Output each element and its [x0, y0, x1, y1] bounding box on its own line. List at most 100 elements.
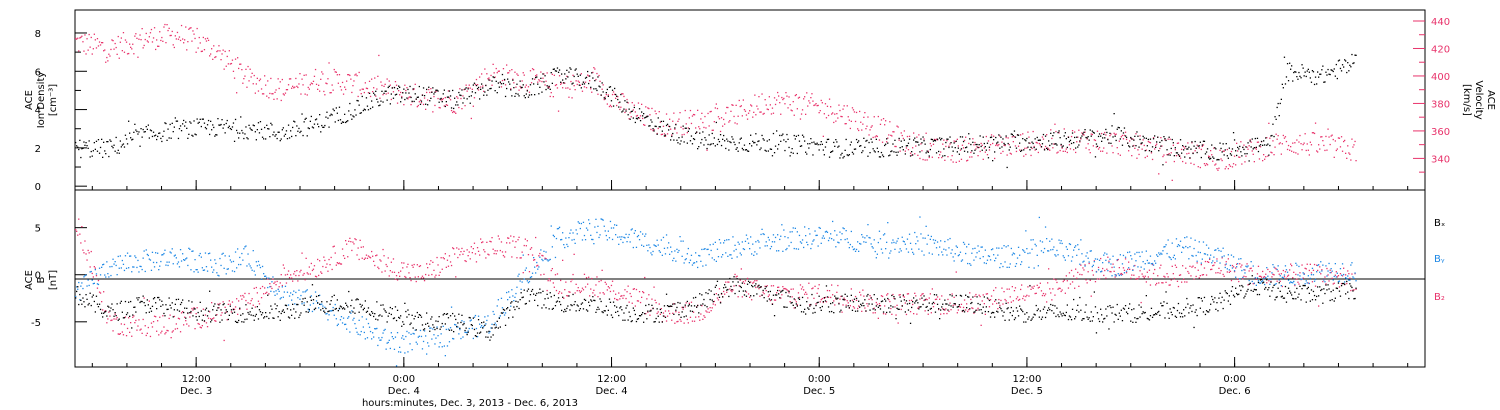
data-point-red	[806, 92, 808, 94]
data-point-red	[120, 323, 122, 325]
data-point-blue	[1166, 252, 1168, 255]
data-point-red	[1061, 289, 1063, 291]
data-point-red	[1220, 158, 1222, 160]
data-point-red	[518, 89, 520, 91]
data-point-blue	[147, 254, 149, 257]
y-right-tick-label: 360	[1431, 127, 1450, 138]
data-point-blue	[314, 291, 317, 293]
data-point-blue	[304, 291, 306, 293]
data-point-red	[730, 110, 732, 112]
data-point-black	[1346, 71, 1348, 74]
data-point-black	[90, 150, 92, 153]
data-point-red	[884, 124, 886, 126]
data-point-blue	[564, 246, 566, 249]
data-point-red	[84, 34, 86, 36]
data-point-red	[494, 76, 496, 78]
data-point-blue	[491, 323, 493, 325]
data-point-blue	[878, 230, 881, 232]
data-point-blue	[612, 227, 615, 229]
data-point-red	[913, 313, 915, 315]
data-point-red	[914, 153, 916, 155]
data-point-red	[678, 118, 680, 120]
data-point-red	[854, 295, 857, 298]
data-point-black	[661, 130, 663, 132]
data-point-blue	[704, 248, 706, 250]
data-point-red	[1312, 132, 1315, 134]
data-point-blue	[436, 326, 438, 328]
data-point-red	[953, 140, 955, 142]
data-point-red	[939, 298, 941, 300]
data-point-red	[785, 92, 787, 94]
data-point-red	[514, 71, 516, 73]
data-point-blue	[1069, 243, 1072, 246]
data-point-red	[617, 299, 619, 301]
data-point-black	[196, 118, 198, 120]
data-point-red	[1223, 275, 1225, 277]
data-point-red	[1226, 148, 1228, 151]
data-point-red	[716, 297, 719, 299]
data-point-red	[243, 296, 245, 298]
data-point-red	[785, 288, 787, 290]
data-point-red	[1129, 268, 1131, 270]
data-point-red	[174, 35, 176, 37]
data-point-red	[997, 308, 999, 310]
data-point-black	[1136, 131, 1138, 133]
data-point-red	[1283, 137, 1286, 139]
data-point-red	[996, 143, 998, 146]
data-point-red	[470, 117, 472, 120]
data-point-black	[664, 134, 667, 136]
data-point-black	[1102, 137, 1104, 139]
data-point-black	[102, 156, 104, 158]
data-point-blue	[460, 337, 462, 340]
data-point-red	[715, 103, 717, 105]
data-point-red	[611, 280, 614, 282]
data-point-blue	[963, 243, 966, 245]
data-point-blue	[957, 255, 959, 257]
data-point-blue	[725, 252, 727, 254]
data-point-black	[405, 92, 407, 94]
data-point-red	[1219, 272, 1221, 274]
data-point-blue	[1192, 255, 1194, 257]
data-point-red	[649, 314, 651, 316]
data-point-red	[595, 78, 597, 81]
data-point-red	[264, 75, 266, 77]
data-point-blue	[1259, 282, 1262, 284]
data-point-red	[375, 255, 377, 257]
data-point-red	[656, 132, 658, 135]
data-point-black	[686, 142, 688, 144]
data-point-red	[513, 82, 515, 84]
data-point-red	[129, 43, 131, 45]
data-point-red	[93, 266, 95, 268]
data-point-black	[981, 149, 983, 151]
data-point-blue	[770, 245, 773, 248]
data-point-red	[202, 308, 204, 310]
data-point-red	[324, 259, 326, 262]
data-point-blue	[287, 304, 290, 306]
data-point-red	[255, 83, 257, 85]
data-point-black	[327, 117, 329, 119]
data-point-black	[320, 131, 322, 133]
data-point-red	[121, 331, 123, 333]
data-point-red	[767, 295, 769, 298]
data-point-black	[218, 124, 220, 126]
data-point-blue	[941, 251, 943, 253]
data-point-blue	[1023, 250, 1025, 252]
data-point-black	[589, 75, 591, 77]
data-point-red	[1215, 163, 1217, 165]
data-point-black	[1076, 136, 1078, 138]
data-point-red	[564, 289, 566, 291]
data-point-black	[1017, 134, 1020, 136]
data-point-red	[1281, 143, 1283, 145]
data-point-blue	[1038, 216, 1040, 219]
data-point-blue	[815, 234, 817, 237]
data-point-black	[952, 150, 954, 152]
data-point-black	[541, 91, 543, 93]
data-point-red	[751, 299, 753, 301]
data-point-black	[659, 126, 661, 128]
data-point-black	[1049, 144, 1051, 147]
data-point-black	[698, 146, 700, 148]
data-point-black	[531, 78, 534, 80]
data-point-red	[375, 95, 377, 97]
data-point-red	[225, 311, 227, 313]
data-point-black	[341, 121, 344, 123]
